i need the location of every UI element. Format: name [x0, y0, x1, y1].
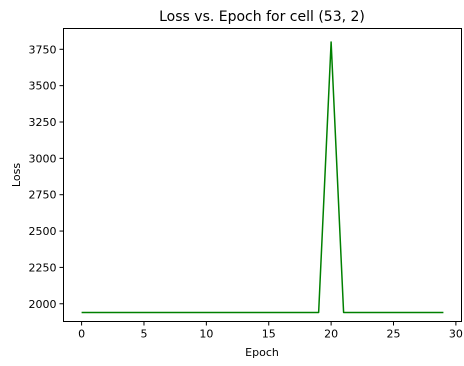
y-tick-label: 2500	[29, 225, 57, 238]
x-tick-label: 25	[387, 328, 401, 341]
y-tick-label: 2750	[29, 189, 57, 202]
x-tick-label: 0	[78, 328, 85, 341]
chart-title: Loss vs. Epoch for cell (53, 2)	[159, 9, 365, 25]
x-axis-label: Epoch	[245, 346, 279, 359]
y-tick-label: 2250	[29, 261, 57, 274]
y-axis-label: Loss	[10, 163, 23, 187]
x-tick-label: 15	[262, 328, 276, 341]
x-tick-label: 30	[449, 328, 463, 341]
series-layer	[81, 41, 444, 314]
x-tick-label: 5	[140, 328, 147, 341]
x-tick-label: 20	[324, 328, 338, 341]
y-tick-label: 3250	[29, 116, 57, 129]
y-tick-label: 3000	[29, 152, 57, 165]
y-tick-label: 3500	[29, 80, 57, 93]
plot-area	[63, 28, 462, 322]
y-tick-label: 2000	[29, 298, 57, 311]
y-tick-label: 3750	[29, 43, 57, 56]
x-tick-label: 10	[199, 328, 213, 341]
y-axis: 2000 2250 2500 2750 3000 3250 3500 3750	[29, 43, 64, 311]
loss-series-line	[81, 41, 444, 314]
x-axis: 0 5 10 15 20 25 30	[78, 321, 463, 341]
